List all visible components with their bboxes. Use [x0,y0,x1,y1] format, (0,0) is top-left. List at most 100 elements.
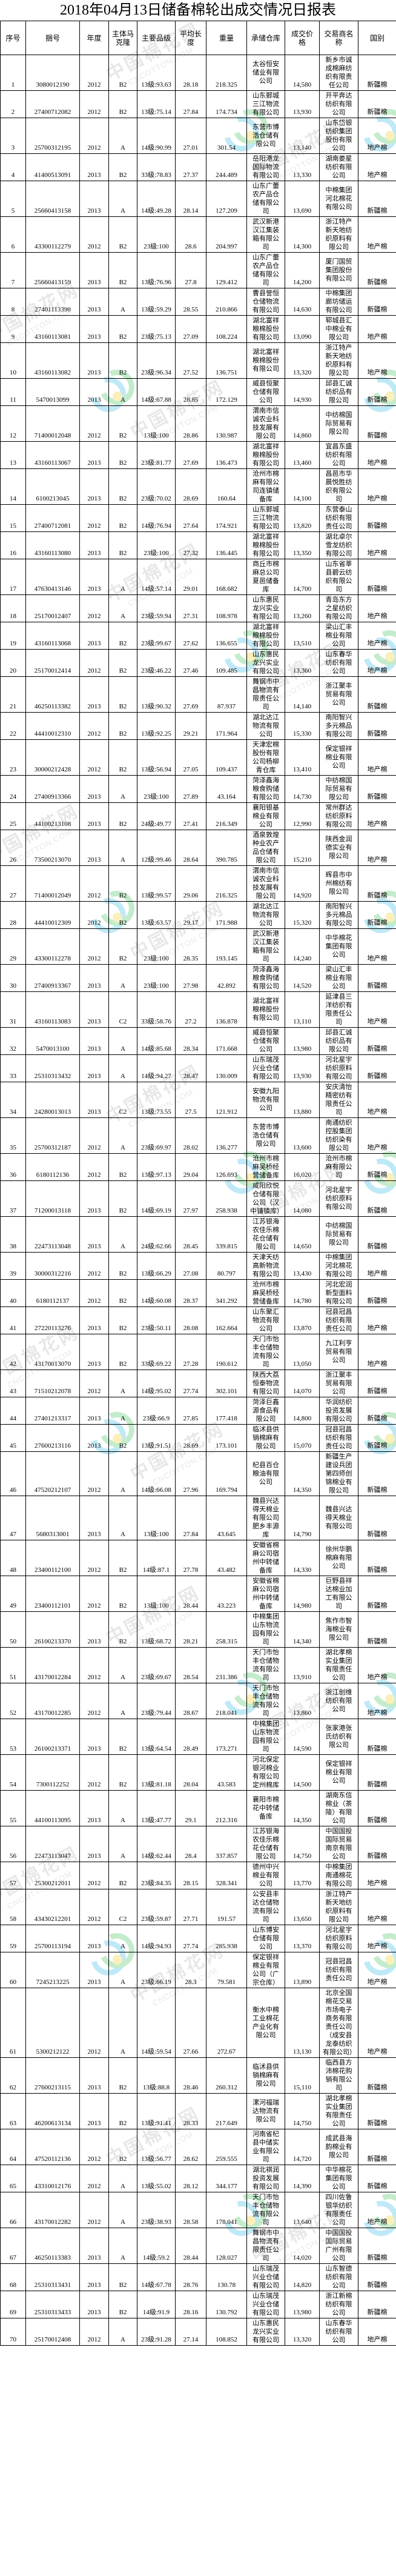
cell-avg-length: 28.44 [175,2228,206,2264]
cell-bale-no: 27400913366 [25,775,80,803]
table-row: 39 30000312216 2012 B2 13级:66.29 27.08 80.797 天… [0,1252,396,1280]
cell-index: 58 [0,1889,26,1925]
cell-weight: 218.325 [206,55,247,91]
cell-grade: 14级:76.94 [137,504,176,532]
cell-avg-length: 28.62 [175,2129,206,2165]
cell-bale-no: 25660413159 [25,252,80,288]
cell-trader-name: 中棉集团南通棉花有限公司 [319,1862,358,1889]
cell-origin: 地产棉 [358,1252,396,1280]
cell-warehouse: 舞钢市中昌物流有限责任公司 [246,2228,285,2264]
cell-bale-no: 46250113382 [25,676,80,713]
cell-index: 53 [0,1719,26,1755]
cell-warehouse: 山东瑞茂兴业仓储有限公司 [246,2263,285,2291]
cell-origin: 新疆棉 [358,775,396,803]
cell-origin: 新疆棉 [358,2165,396,2192]
column-header-weight: 重量 [206,21,247,55]
cell-year: 2013 [79,775,109,803]
cell-year: 2012 [79,118,109,154]
cell-year: 2012 [79,2129,109,2165]
cell-year: 2012 [79,1576,109,1612]
cell-bale-no: 27401213317 [25,1397,80,1425]
cell-warehouse: 中棉集团山东物流园有限公司 [246,1611,285,1648]
cell-trader-name: 冠县冠昌纺织有限责任公司 [319,1424,358,1452]
cell-deal-price: 13,600 [285,1117,320,1154]
cell-avg-length: 27.97 [175,1180,206,1217]
cell-origin: 新疆棉 [358,1540,396,1576]
cell-year: 2013 [79,1180,109,1217]
table-row: 6 43300112279 2012 B2 23级:100 28.6 204.997 武汉新港… [0,216,396,253]
cell-micronaire: A [108,1826,137,1862]
cell-year: 2013 [79,991,109,1028]
cell-weight: 258.938 [206,1180,247,1217]
cell-bale-no: 27220113276 [25,1306,80,1334]
cell-year: 2012 [79,504,109,532]
cell-trader-name: 保定银祥棉业有限公司 [319,1754,358,1791]
cell-weight: 126.693 [206,1153,247,1181]
cell-trader-name: 山东智德纺织有限公司 [319,2263,358,2291]
cell-bale-no: 25300212011 [25,1862,80,1889]
cell-avg-length: 28.6 [175,216,206,253]
cell-micronaire: B2 [108,531,137,559]
cell-warehouse: 岳阳港龙国际物流有限公司 [246,153,285,181]
cell-bale-no: 27400712081 [25,504,80,532]
cell-grade: 13级:47.77 [137,1790,176,1826]
cell-avg-length: 29.1 [175,1790,206,1826]
cell-avg-length: 28.64 [175,830,206,866]
cell-bale-no: 3080012190 [25,55,80,91]
cell-year: 2013 [79,1496,109,1540]
cell-index: 44 [0,1397,26,1425]
cell-bale-no: 44410012309 [25,901,80,929]
cell-bale-no: 43170013070 [25,1334,80,1370]
cell-bale-no: 43160113083 [25,991,80,1028]
column-header-index: 序号 [0,21,26,55]
cell-year: 2013 [79,315,109,343]
cell-avg-length: 27.46 [175,649,206,677]
cell-bale-no: 41400513091 [25,153,80,181]
cell-micronaire: A [108,1216,137,1253]
cell-trader-name: 魏县兴达得天棉业有限公司 [319,1496,358,1540]
cell-origin: 新疆棉 [358,2057,396,2094]
table-row: 15 27400712081 2012 B2 14级:76.94 27.64 174.921… [0,504,396,532]
cell-year: 2012 [79,90,109,118]
cell-grade: 23级:100 [137,775,176,803]
cell-avg-length: 28.02 [175,1117,206,1154]
cell-year: 2012 [79,2165,109,2192]
cell-year: 2012 [79,1889,109,1925]
cell-grade: 14级:91.9 [137,2291,176,2318]
cell-year: 2012 [79,1647,109,1683]
cell-trader-name: 河北星宇纺织原料有限公司 [319,1180,358,1217]
cell-avg-length: 28.85 [175,378,206,406]
cell-trader-name: 华润纺织投资发展有限公司 [319,1397,358,1425]
cell-year: 2012 [79,1988,109,2058]
cell-deal-price: 13,350 [285,531,320,559]
cell-avg-length: 27.41 [175,802,206,830]
cell-grade: 14级:66.08 [137,1451,176,1496]
column-header-origin: 国别 [358,21,396,55]
cell-weight: 136.751 [206,342,247,379]
cell-index: 31 [0,991,26,1028]
cell-index: 48 [0,1540,26,1576]
cell-year: 2012 [79,1683,109,1719]
cell-origin: 地产棉 [358,622,396,650]
cell-warehouse: 中棉集团山东物流园有限公司 [246,1719,285,1755]
cell-avg-length: 28.47 [175,1054,206,1082]
cell-index: 65 [0,2165,26,2192]
cell-grade: 24级:62.66 [137,1216,176,1253]
cell-weight: 136.445 [206,531,247,559]
cell-index: 56 [0,1826,26,1862]
cell-weight: 43.583 [206,1754,247,1791]
cell-origin: 地产棉 [358,649,396,677]
cell-micronaire: A [108,1925,137,1952]
cell-warehouse: 天津宏棉股份有限公司杨柳青仓库 [246,739,285,776]
cell-index: 66 [0,2192,26,2228]
column-header-deal-price: 成交价格 [285,21,320,55]
cell-weight: 212.316 [206,1790,247,1826]
cell-index: 5 [0,181,26,217]
cell-warehouse: 山东鄄城三江物流有限公司 [246,90,285,118]
cell-warehouse: 舞钢市中昌物流有限责任公司 [246,676,285,713]
cell-avg-length: 28.21 [175,1611,206,1648]
cell-weight: 328.341 [206,1862,247,1889]
table-row: 32 5470013100 2013 A 14级:85.68 28.34 171.668 威县… [0,1027,396,1055]
cell-trader-name: 中纺棉国际贸易有限公司 [319,775,358,803]
cell-deal-price: 14,780 [285,1279,320,1307]
